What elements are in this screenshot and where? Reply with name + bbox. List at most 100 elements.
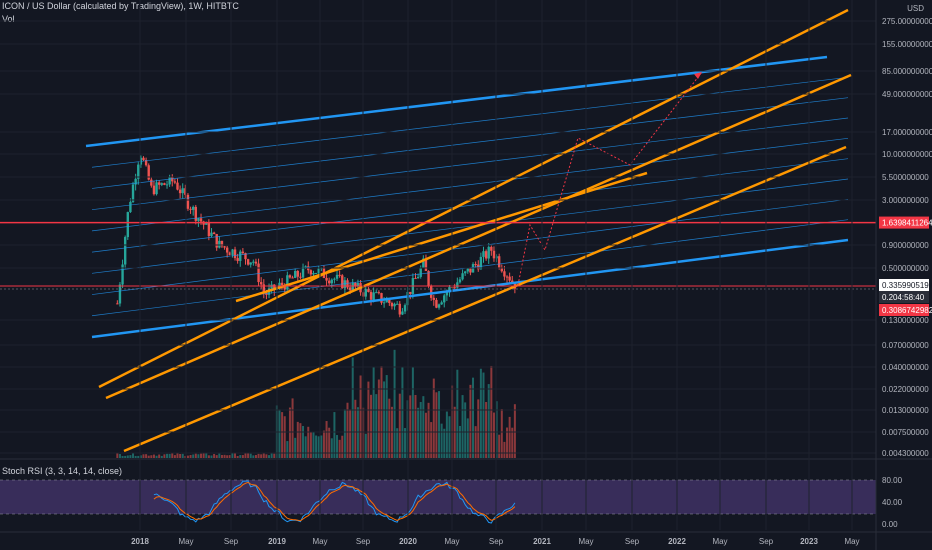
stoch-k-line bbox=[153, 480, 516, 524]
price-tag-red-bg bbox=[879, 216, 929, 229]
candle-body bbox=[241, 251, 245, 254]
candle-body bbox=[150, 179, 153, 186]
volume-bar bbox=[213, 453, 216, 458]
candle-body bbox=[492, 250, 496, 259]
price-tick-label: 0.500000000 bbox=[882, 264, 929, 273]
volume-bar bbox=[184, 455, 187, 458]
volume-bar bbox=[168, 453, 171, 458]
candle-body bbox=[194, 206, 197, 221]
candle-body bbox=[270, 284, 273, 289]
candle-body bbox=[395, 303, 399, 305]
volume-bar bbox=[474, 426, 477, 458]
stoch-band bbox=[0, 480, 876, 514]
volume-bar bbox=[262, 453, 265, 458]
candle-body bbox=[129, 201, 132, 213]
candle-body bbox=[390, 303, 394, 307]
volume-bar bbox=[388, 398, 391, 458]
candle-body bbox=[131, 184, 135, 202]
time-tick-label: 2019 bbox=[268, 537, 286, 546]
candle-body bbox=[299, 276, 302, 278]
volume-bar bbox=[503, 441, 506, 458]
candle-body bbox=[121, 264, 124, 285]
blue-channel-line bbox=[85, 55, 828, 148]
candle-body bbox=[239, 251, 242, 261]
candle-body bbox=[369, 291, 373, 300]
stoch-tick-label: 40.00 bbox=[882, 498, 903, 507]
candle-body bbox=[487, 246, 490, 259]
price-tick-label: 10.000000000 bbox=[882, 150, 932, 159]
volume-bar bbox=[254, 454, 257, 458]
volume-bar bbox=[511, 427, 514, 458]
candle-body bbox=[233, 249, 237, 259]
candle-body bbox=[225, 247, 229, 253]
candle-body bbox=[212, 232, 216, 235]
volume-bar bbox=[134, 455, 137, 458]
candle-body bbox=[178, 189, 182, 194]
volume-bar bbox=[409, 395, 412, 458]
blue-fan-line bbox=[91, 178, 849, 274]
volume-bar bbox=[200, 453, 203, 458]
candle-body bbox=[403, 305, 407, 312]
stoch-tick-label: 80.00 bbox=[882, 476, 903, 485]
volume-bar bbox=[320, 435, 323, 458]
candle-body bbox=[231, 249, 234, 256]
volume-bar bbox=[351, 357, 354, 458]
volume-bar bbox=[322, 430, 325, 458]
time-tick-label: Sep bbox=[356, 537, 371, 546]
volume-bar bbox=[401, 367, 404, 458]
volume-bar bbox=[163, 454, 166, 458]
volume-bar bbox=[116, 453, 119, 458]
candle-body bbox=[500, 267, 503, 272]
candle-body bbox=[333, 278, 336, 280]
candle-body bbox=[484, 251, 488, 259]
volume-bar bbox=[445, 411, 448, 458]
price-tag-low: 0.3086742982 bbox=[882, 306, 932, 315]
candle-body bbox=[186, 194, 190, 209]
volume-bar bbox=[257, 453, 260, 458]
candle-body bbox=[116, 303, 119, 305]
volume-bar bbox=[461, 395, 464, 458]
volume-bar bbox=[372, 367, 375, 458]
candle-body bbox=[356, 283, 360, 287]
candle-body bbox=[165, 184, 169, 186]
candle-body bbox=[375, 292, 378, 294]
price-tick-label: 0.040000000 bbox=[882, 363, 929, 372]
volume-bar bbox=[492, 412, 495, 458]
candle-body bbox=[372, 292, 375, 300]
candle-body bbox=[228, 252, 231, 256]
candle-body bbox=[505, 276, 509, 278]
volume-bar bbox=[155, 455, 158, 458]
candle-body bbox=[205, 222, 208, 225]
blue-fan-line bbox=[91, 198, 849, 295]
price-tick-label: 0.004300000 bbox=[882, 449, 929, 458]
volume-bar bbox=[380, 366, 383, 458]
candle-body bbox=[482, 251, 485, 257]
candle-body bbox=[437, 304, 441, 308]
volume-bar bbox=[422, 396, 425, 458]
volume-bar bbox=[315, 435, 318, 458]
volume-bar bbox=[383, 381, 386, 458]
volume-bar bbox=[432, 378, 435, 458]
candle-body bbox=[508, 276, 511, 281]
volume-bar bbox=[171, 453, 174, 458]
volume-bar bbox=[192, 454, 195, 458]
time-tick-label: 2020 bbox=[399, 537, 417, 546]
candle-body bbox=[367, 289, 370, 292]
time-tick-label: 2023 bbox=[800, 537, 818, 546]
volume-bar bbox=[414, 395, 417, 458]
volume-bar bbox=[398, 393, 401, 458]
volume-bar bbox=[288, 407, 291, 458]
volume-bar bbox=[440, 423, 443, 458]
projection-arrowhead bbox=[694, 72, 702, 79]
volume-bar bbox=[166, 453, 169, 458]
candle-body bbox=[220, 240, 224, 247]
stoch-rsi-pane bbox=[0, 458, 932, 524]
price-tick-label: 0.130000000 bbox=[882, 316, 929, 325]
volume-bar bbox=[430, 422, 433, 458]
volume-bar bbox=[281, 412, 284, 458]
volume-bar bbox=[500, 409, 503, 458]
orange-channel-line bbox=[98, 8, 849, 389]
price-tick-label: 0.022000000 bbox=[882, 385, 929, 394]
